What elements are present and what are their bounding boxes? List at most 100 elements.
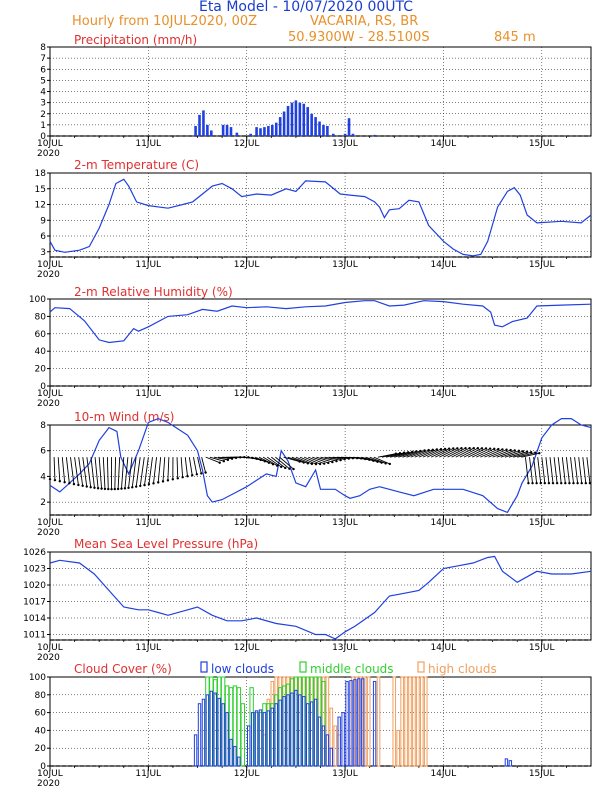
wind-arrowhead xyxy=(54,479,56,481)
wind-arrowhead xyxy=(152,482,154,484)
y-tick-label: 40 xyxy=(35,726,47,736)
low-cloud-bar xyxy=(307,704,309,766)
wind-arrowhead xyxy=(162,480,164,482)
wind-vector xyxy=(103,457,105,489)
chart-elevation: 845 m xyxy=(494,30,536,45)
wind-vector xyxy=(62,457,64,482)
y-tick-label: 6 xyxy=(40,232,46,242)
chart-location: VACARIA, RS, BR xyxy=(310,14,418,29)
low-cloud-bar xyxy=(358,679,360,766)
wind-arrowhead xyxy=(497,448,499,450)
low-cloud-bar xyxy=(198,704,200,766)
wind-arrowhead xyxy=(452,447,454,449)
high-cloud-bar xyxy=(424,677,427,766)
precip-bar xyxy=(322,125,325,136)
low-cloud-bar xyxy=(251,713,253,766)
wind-vector xyxy=(149,457,153,484)
low-cloud-bar xyxy=(303,697,305,766)
wind-vector xyxy=(154,457,157,483)
wind-arrowhead xyxy=(227,459,229,461)
panel-title: 10-m Wind (m/s) xyxy=(74,410,174,424)
wind-arrowhead xyxy=(157,481,159,483)
wind-vector xyxy=(118,457,120,489)
precip-bar xyxy=(194,126,197,136)
low-cloud-bar xyxy=(314,699,316,766)
wind-arrowhead xyxy=(77,484,79,486)
wind-arrowhead xyxy=(288,467,290,469)
wind-vector xyxy=(66,457,69,483)
wind-arrowhead xyxy=(514,449,516,451)
low-cloud-bar xyxy=(350,681,352,766)
low-cloud-bar xyxy=(310,702,312,766)
precip-bar xyxy=(302,104,305,136)
precip-bar xyxy=(236,133,239,136)
x-year-label: 2020 xyxy=(37,270,60,280)
low-cloud-bar xyxy=(322,726,324,766)
precip-bar xyxy=(344,134,347,136)
wind-arrowhead xyxy=(331,461,333,463)
x-tick-label: 14JUL xyxy=(430,389,456,399)
wind-vector xyxy=(168,457,169,480)
panel-title: Cloud Cover (%) xyxy=(74,662,172,676)
y-tick-label: 60 xyxy=(35,330,47,340)
wind-vector xyxy=(538,457,541,483)
precip-bar xyxy=(291,103,294,136)
plot-frame xyxy=(50,552,591,640)
y-tick-label: 100 xyxy=(29,673,46,683)
wind-vector xyxy=(115,457,116,489)
x-tick-label: 11JUL xyxy=(135,139,161,149)
wind-arrowhead xyxy=(576,482,578,484)
high-cloud-bar xyxy=(417,677,420,766)
wind-vector xyxy=(107,457,108,489)
wind-arrowhead xyxy=(148,483,150,485)
middle-cloud-bar xyxy=(237,688,240,766)
x-tick-label: 15JUL xyxy=(529,389,555,399)
wind-arrowhead xyxy=(120,487,122,489)
x-tick-label: 15JUL xyxy=(529,643,555,653)
wind-arrowhead xyxy=(501,448,503,450)
wind-arrowhead xyxy=(204,471,206,473)
wind-arrowhead xyxy=(219,461,221,463)
wind-vector xyxy=(189,457,192,475)
low-cloud-bar xyxy=(238,757,240,766)
panel-title: Mean Sea Level Pressure (hPa) xyxy=(74,537,258,551)
x-tick-label: 13JUL xyxy=(332,389,358,399)
wind-vector xyxy=(525,457,528,483)
y-tick-label: 80 xyxy=(35,691,47,701)
wind-arrowhead xyxy=(135,485,137,487)
panel-title: 2-m Temperature (C) xyxy=(74,158,199,172)
x-tick-label: 11JUL xyxy=(135,260,161,270)
precip-bar xyxy=(267,126,270,136)
wind-arrowhead xyxy=(493,448,495,450)
x-tick-label: 14JUL xyxy=(430,260,456,270)
low-cloud-bar xyxy=(279,700,281,766)
wind-arrowhead xyxy=(284,467,286,469)
wind-arrowhead xyxy=(73,483,75,485)
wind-vector xyxy=(546,457,549,483)
legend-swatch xyxy=(300,662,306,672)
wind-arrowhead xyxy=(531,482,533,484)
wind-arrowhead xyxy=(327,462,329,464)
precip-bar xyxy=(348,118,351,136)
wind-arrowhead xyxy=(81,485,83,487)
high-cloud-bar xyxy=(393,677,396,766)
wind-arrowhead xyxy=(191,474,193,476)
y-tick-label: 80 xyxy=(35,312,47,322)
wind-arrowhead xyxy=(110,488,112,490)
wind-arrowhead xyxy=(535,482,537,484)
wind-vector xyxy=(91,457,94,488)
x-tick-label: 10JUL xyxy=(37,389,63,399)
x-tick-label: 12JUL xyxy=(234,769,260,779)
wind-vector xyxy=(558,457,561,483)
x-tick-label: 15JUL xyxy=(529,260,555,270)
legend-label: low clouds xyxy=(211,662,274,676)
low-cloud-bar xyxy=(271,708,273,766)
x-tick-label: 11JUL xyxy=(135,518,161,528)
wind-arrowhead xyxy=(572,482,574,484)
wind-arrowhead xyxy=(124,487,126,489)
x-tick-label: 11JUL xyxy=(135,769,161,779)
